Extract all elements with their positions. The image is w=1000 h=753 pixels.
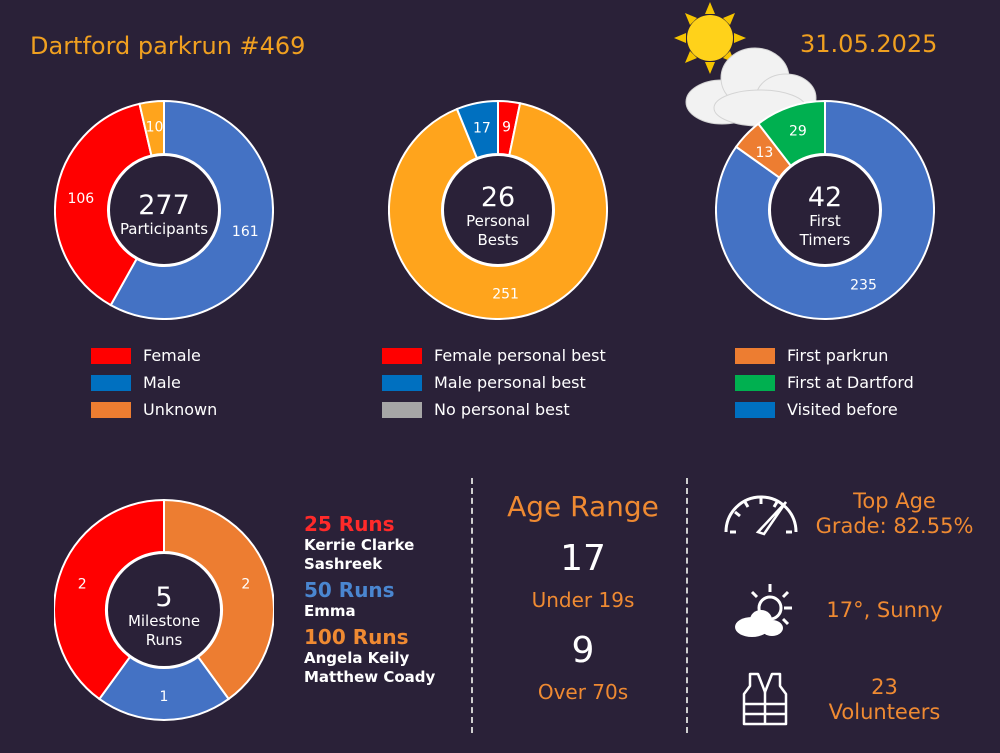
volunteers-count: 23 — [871, 675, 898, 699]
slice-value-label: 17 — [473, 121, 491, 137]
center-value: 42 — [808, 182, 842, 213]
donut-hole — [108, 154, 220, 266]
center-label: Participants — [120, 220, 208, 238]
personal-bests-legend: Female personal best Male personal best No… — [382, 342, 606, 423]
milestone-heading: 25 Runs — [304, 512, 395, 536]
sun-behind-cloud-icon — [674, 2, 817, 127]
slice-value-label: 9 — [502, 119, 511, 135]
slice-value-label: 29 — [789, 124, 807, 140]
milestone-runner-name: Matthew Coady — [304, 668, 436, 686]
top-age-grade: Top Age Grade: 82.55% — [812, 489, 977, 539]
slice-value-label: 10 — [146, 120, 164, 136]
center-label: Timers — [799, 231, 851, 249]
center-label: First — [809, 212, 841, 230]
legend-swatch — [735, 374, 775, 391]
page-title: Dartford parkrun #469 — [30, 32, 306, 60]
under-19-label: Under 19s — [531, 588, 635, 612]
divider-right — [686, 478, 688, 733]
sun-rays — [674, 2, 746, 74]
legend-swatch — [382, 347, 422, 364]
legend-swatch — [382, 401, 422, 418]
legend-item: No personal best — [382, 396, 606, 423]
legend-swatch — [382, 374, 422, 391]
participants-legend: Female Male Unknown — [91, 342, 217, 423]
slice-value-label: 13 — [756, 145, 774, 161]
legend-swatch — [735, 347, 775, 364]
first-timers-legend: First parkrun First at Dartford Visited be… — [735, 342, 914, 423]
slice-value-label: 1 — [160, 689, 169, 705]
slice-value-label: 235 — [850, 278, 877, 294]
over-70-count: 9 — [571, 630, 595, 671]
legend-swatch — [91, 347, 131, 364]
under-19-count: 17 — [560, 538, 606, 579]
center-label: Bests — [477, 231, 518, 249]
sun-cloud-icon — [735, 584, 792, 637]
hi-vis-vest-icon — [742, 672, 788, 726]
center-value: 5 — [155, 582, 172, 613]
donut-hole — [769, 154, 881, 266]
legend-item: Visited before — [735, 396, 914, 423]
divider-left — [471, 478, 473, 733]
legend-label: Visited before — [787, 400, 898, 419]
center-label: Personal — [466, 212, 530, 230]
legend-item: Male personal best — [382, 369, 606, 396]
legend-swatch — [735, 401, 775, 418]
milestone-runner-name: Sashreek — [304, 555, 383, 573]
milestone-heading: 100 Runs — [304, 625, 409, 649]
donut-hole — [442, 154, 554, 266]
legend-item: First parkrun — [735, 342, 914, 369]
legend-swatch — [91, 374, 131, 391]
center-value: 277 — [138, 190, 190, 221]
slice-value-label: 106 — [67, 191, 94, 207]
slice-value-label: 251 — [492, 287, 519, 303]
top-age-grade-line1: Top Age — [853, 489, 936, 513]
age-range-title: Age Range — [507, 490, 659, 523]
center-value: 26 — [481, 182, 515, 213]
legend-label: First at Dartford — [787, 373, 914, 392]
weather-text: 17°, Sunny — [826, 598, 943, 622]
legend-item: Female personal best — [382, 342, 606, 369]
center-label: Runs — [146, 631, 183, 649]
legend-label: Male personal best — [434, 373, 586, 392]
legend-item: First at Dartford — [735, 369, 914, 396]
volunteers-label: Volunteers — [828, 700, 941, 724]
legend-item: Male — [91, 369, 217, 396]
over-70-label: Over 70s — [537, 680, 629, 704]
legend-label: Male — [143, 373, 181, 392]
legend-label: Female — [143, 346, 201, 365]
center-label: Milestone — [128, 612, 200, 630]
legend-label: No personal best — [434, 400, 570, 419]
top-age-grade-line2: Grade: 82.55% — [815, 514, 974, 538]
volunteers: 23 Volunteers — [812, 675, 957, 725]
slice-value-label: 2 — [78, 576, 87, 592]
donut-hole — [106, 552, 222, 668]
cloud — [685, 47, 817, 127]
legend-item: Unknown — [91, 396, 217, 423]
slice-value-label: 2 — [241, 576, 250, 592]
milestone-runner-name: Kerrie Clarke — [304, 536, 415, 554]
legend-label: First parkrun — [787, 346, 889, 365]
milestones-list: 25 Runs Kerrie Clarke Sashreek 50 Runs Emma 1… — [304, 508, 435, 687]
legend-label: Female personal best — [434, 346, 606, 365]
legend-label: Unknown — [143, 400, 218, 419]
speedometer-icon — [724, 495, 798, 536]
milestone-runner-name: Emma — [304, 602, 356, 620]
legend-item: Female — [91, 342, 217, 369]
legend-swatch — [91, 401, 131, 418]
slice-value-label: 161 — [232, 224, 259, 240]
event-date: 31.05.2025 — [800, 30, 938, 58]
milestone-runner-name: Angela Keily — [304, 649, 410, 667]
milestone-heading: 50 Runs — [304, 578, 395, 602]
